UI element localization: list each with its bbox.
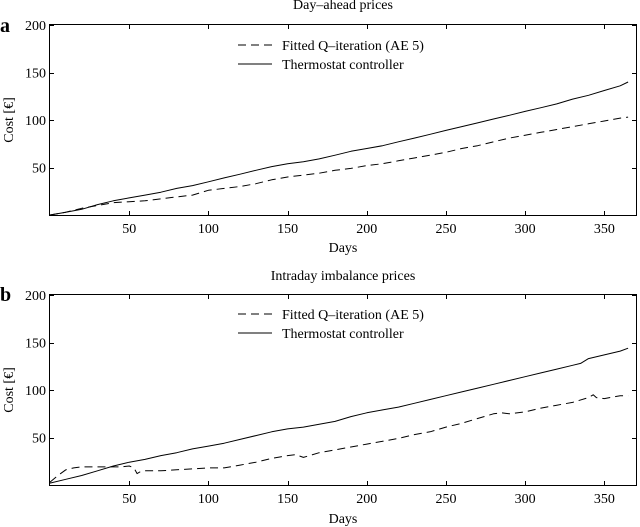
y-tick-label: 50: [32, 162, 46, 177]
x-tick-label: 250: [435, 222, 456, 237]
panel-b-series: [49, 347, 629, 484]
x-tick-label: 200: [356, 492, 377, 507]
x-tick-label: 100: [198, 492, 219, 507]
panel-b-frame: [49, 294, 637, 486]
legend-label-fitted-q: Fitted Q–iteration (AE 5): [282, 308, 424, 323]
x-tick-label: 150: [277, 492, 298, 507]
x-tick-label: 50: [122, 222, 136, 237]
panel-a: a Day–ahead prices 50 100 150 200 250 300 3505…: [0, 0, 637, 256]
y-tick-label: 100: [25, 384, 46, 399]
x-tick-label: 100: [198, 222, 219, 237]
x-tick-label: 50: [122, 492, 136, 507]
panel-a-axes: 50 100 150 200 250 300 350 50 100 150 200: [25, 19, 636, 237]
y-tick-label: 200: [25, 289, 46, 304]
y-tick-label: 50: [32, 432, 46, 447]
y-tick-label: 200: [25, 19, 46, 34]
panel-b-xlabel: Days: [329, 512, 358, 527]
y-tick-label: 100: [25, 114, 46, 129]
y-tick-label: 150: [25, 67, 46, 82]
x-tick-label: 250: [435, 492, 456, 507]
panel-a-frame: [49, 24, 637, 216]
panel-a-label: a: [0, 15, 10, 37]
panel-a-xlabel: Days: [329, 241, 358, 256]
panel-a-legend: Fitted Q–iteration (AE 5) Thermostat con…: [238, 39, 424, 73]
series-line-fitted-q-iteration: [49, 394, 629, 483]
x-tick-label: 200: [356, 222, 377, 237]
x-tick-label: 150: [277, 222, 298, 237]
series-line-thermostat-controller: [49, 81, 629, 216]
panel-b-ylabel: Cost [€]: [2, 367, 17, 413]
x-tick-label: 350: [594, 222, 615, 237]
panel-b-legend: Fitted Q–iteration (AE 5) Thermostat con…: [238, 308, 424, 342]
legend-label-fitted-q: Fitted Q–iteration (AE 5): [282, 39, 424, 54]
legend-label-thermostat: Thermostat controller: [282, 58, 404, 73]
panel-b-axes: 50 100 150 200 250 300 350 50 100 150 200: [25, 289, 636, 507]
x-tick-label: 300: [515, 222, 536, 237]
legend-label-thermostat: Thermostat controller: [282, 327, 404, 342]
x-tick-label: 300: [515, 492, 536, 507]
panel-b-label: b: [0, 284, 11, 306]
x-tick-label: 350: [594, 492, 615, 507]
panel-a-ylabel: Cost [€]: [2, 97, 17, 143]
y-tick-label: 150: [25, 337, 46, 352]
panel-a-series: [49, 81, 629, 216]
panel-b-title: Intraday imbalance prices: [271, 269, 416, 284]
series-line-fitted-q-iteration: [49, 116, 629, 216]
panel-a-title: Day–ahead prices: [293, 0, 393, 13]
series-line-thermostat-controller: [49, 347, 629, 484]
panel-b: b Intraday imbalance prices 50 100 150 200 2…: [0, 269, 637, 527]
